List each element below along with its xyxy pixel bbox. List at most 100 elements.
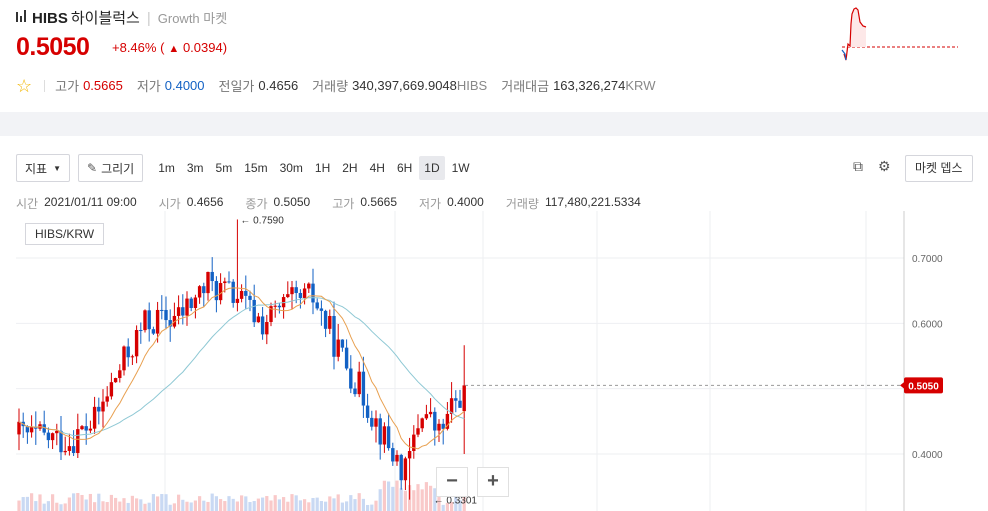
volume-bar: [420, 489, 424, 511]
volume-bar: [256, 498, 260, 511]
popout-icon[interactable]: ⧉: [853, 158, 863, 174]
volume-bar: [298, 500, 302, 511]
volume-bar: [290, 494, 294, 511]
volume-value: 340,397,669.9048: [352, 78, 457, 93]
zoom-in-button[interactable]: +: [477, 467, 509, 497]
candle: [391, 448, 395, 462]
timeframe-1w[interactable]: 1W: [451, 161, 470, 175]
volume-bar: [135, 498, 139, 511]
low-value: 0.4000: [164, 78, 205, 93]
caret-down-icon: ▼: [53, 163, 62, 173]
candle: [315, 302, 319, 309]
candle: [424, 414, 429, 419]
candle: [168, 320, 172, 327]
trade-value: 163,326,274: [553, 78, 626, 93]
candle: [252, 299, 256, 323]
timeframe-1d[interactable]: 1D: [419, 156, 445, 180]
candle: [433, 411, 437, 431]
open-label: 시가: [158, 197, 181, 211]
candle: [399, 454, 403, 481]
volume-bar: [353, 499, 357, 511]
volume-bar: [391, 486, 395, 511]
timeframe-1h[interactable]: 1H: [314, 161, 331, 175]
candle: [29, 426, 34, 433]
candle: [202, 286, 206, 294]
volume-bar: [76, 493, 80, 511]
volume-bar: [227, 496, 231, 511]
volume-bar: [21, 497, 25, 511]
candle: [113, 378, 118, 383]
candle: [147, 310, 151, 330]
settings-gear-icon[interactable]: ⚙: [878, 158, 891, 174]
candle: [462, 385, 466, 412]
volume-bar: [235, 501, 239, 511]
candle: [454, 398, 458, 401]
volume-bar: [349, 495, 353, 511]
timeframe-2h[interactable]: 2H: [342, 161, 358, 175]
timeframe-4h[interactable]: 4H: [369, 161, 385, 175]
low-label: 저가: [419, 197, 442, 211]
candle: [307, 283, 311, 289]
draw-button[interactable]: ✎ 그리기: [78, 154, 144, 182]
volume-bar: [206, 501, 210, 511]
prev-close-value: 0.4656: [258, 78, 299, 93]
draw-label: 그리기: [101, 161, 135, 176]
candle: [319, 308, 324, 311]
volume-bar: [164, 494, 168, 511]
volume-bar: [172, 503, 176, 511]
timeframe-6h[interactable]: 6H: [396, 161, 413, 175]
candle: [25, 426, 30, 433]
candle: [244, 290, 248, 296]
y-tick-label: 0.6000: [912, 319, 943, 330]
volume-bar: [42, 503, 46, 511]
volume-bar: [311, 497, 315, 511]
volume-bar: [105, 502, 109, 511]
volume-unit: HIBS: [456, 78, 488, 93]
volume-bar: [252, 501, 256, 511]
candle: [88, 428, 93, 431]
favorite-star-icon[interactable]: ☆: [16, 75, 33, 96]
indicator-button[interactable]: 지표 ▼: [16, 154, 71, 182]
candle: [458, 400, 462, 408]
candle: [386, 426, 391, 449]
candle: [42, 424, 46, 433]
volume-label: 거래량: [312, 79, 349, 94]
candle: [294, 287, 298, 293]
candle: [126, 346, 130, 358]
volume-bar: [412, 490, 416, 511]
max-price-marker: ← 0.7590: [240, 215, 284, 226]
timeframe-5m[interactable]: 5m: [215, 161, 233, 175]
candle: [323, 310, 328, 329]
high-value: 0.5665: [83, 78, 123, 93]
ticker-symbol: HIBS: [32, 10, 68, 27]
pencil-icon: ✎: [87, 161, 98, 175]
candle: [185, 298, 189, 316]
candle: [151, 329, 156, 334]
volume-bar: [429, 485, 433, 511]
timeframe-15m[interactable]: 15m: [244, 161, 268, 175]
volume-bar: [109, 494, 113, 511]
candle: [340, 339, 345, 348]
candle: [365, 405, 370, 418]
timeframe-30m[interactable]: 30m: [279, 161, 303, 175]
volume-bar: [345, 501, 349, 511]
indicator-label: 지표: [25, 161, 48, 176]
candle: [80, 426, 84, 430]
volume-bar: [378, 489, 382, 511]
timeframe-1m[interactable]: 1m: [158, 161, 175, 175]
candle: [277, 305, 282, 308]
volume-bar: [219, 499, 223, 511]
timeframe-3m[interactable]: 3m: [186, 161, 204, 175]
up-arrow-icon: ▲: [168, 43, 180, 55]
volume-bar: [248, 502, 252, 511]
volume-bar: [84, 499, 88, 511]
zoom-out-button[interactable]: −: [436, 467, 468, 497]
volume-bar: [147, 502, 151, 511]
market-depth-button[interactable]: 마켓 뎁스: [905, 155, 973, 182]
trade-value-unit: KRW: [625, 78, 656, 93]
volume-bar: [210, 493, 214, 511]
volume-bar: [340, 502, 344, 511]
candle: [361, 371, 366, 406]
